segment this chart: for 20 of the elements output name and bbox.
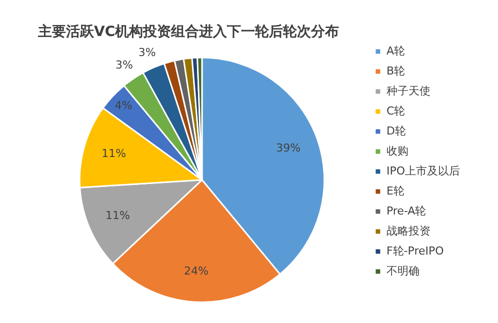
legend-label: A轮 — [386, 44, 405, 58]
data-label: 3% — [138, 46, 156, 59]
data-label: 4% — [114, 99, 132, 112]
chart-title: 主要活跃VC机构投资组合进入下一轮后轮次分布 — [37, 23, 340, 40]
legend-label: 战略投资 — [386, 224, 430, 238]
legend-label: C轮 — [386, 104, 406, 118]
data-label: 39% — [276, 142, 301, 155]
legend-label: 种子天使 — [386, 84, 430, 98]
legend-label: Pre-A轮 — [386, 204, 426, 218]
legend-label: B轮 — [386, 64, 406, 78]
data-label: 11% — [106, 209, 130, 222]
legend-label: F轮-PreIPO — [386, 244, 444, 258]
data-label: 11% — [102, 147, 126, 160]
legend-label: D轮 — [386, 124, 406, 138]
data-label: 3% — [116, 58, 133, 72]
data-label: 24% — [184, 264, 208, 278]
legend-label: E轮 — [386, 184, 404, 198]
legend-label: 收购 — [386, 144, 408, 158]
legend-label: 不明确 — [386, 264, 420, 278]
legend-label: IPO上市及以后 — [386, 164, 460, 178]
